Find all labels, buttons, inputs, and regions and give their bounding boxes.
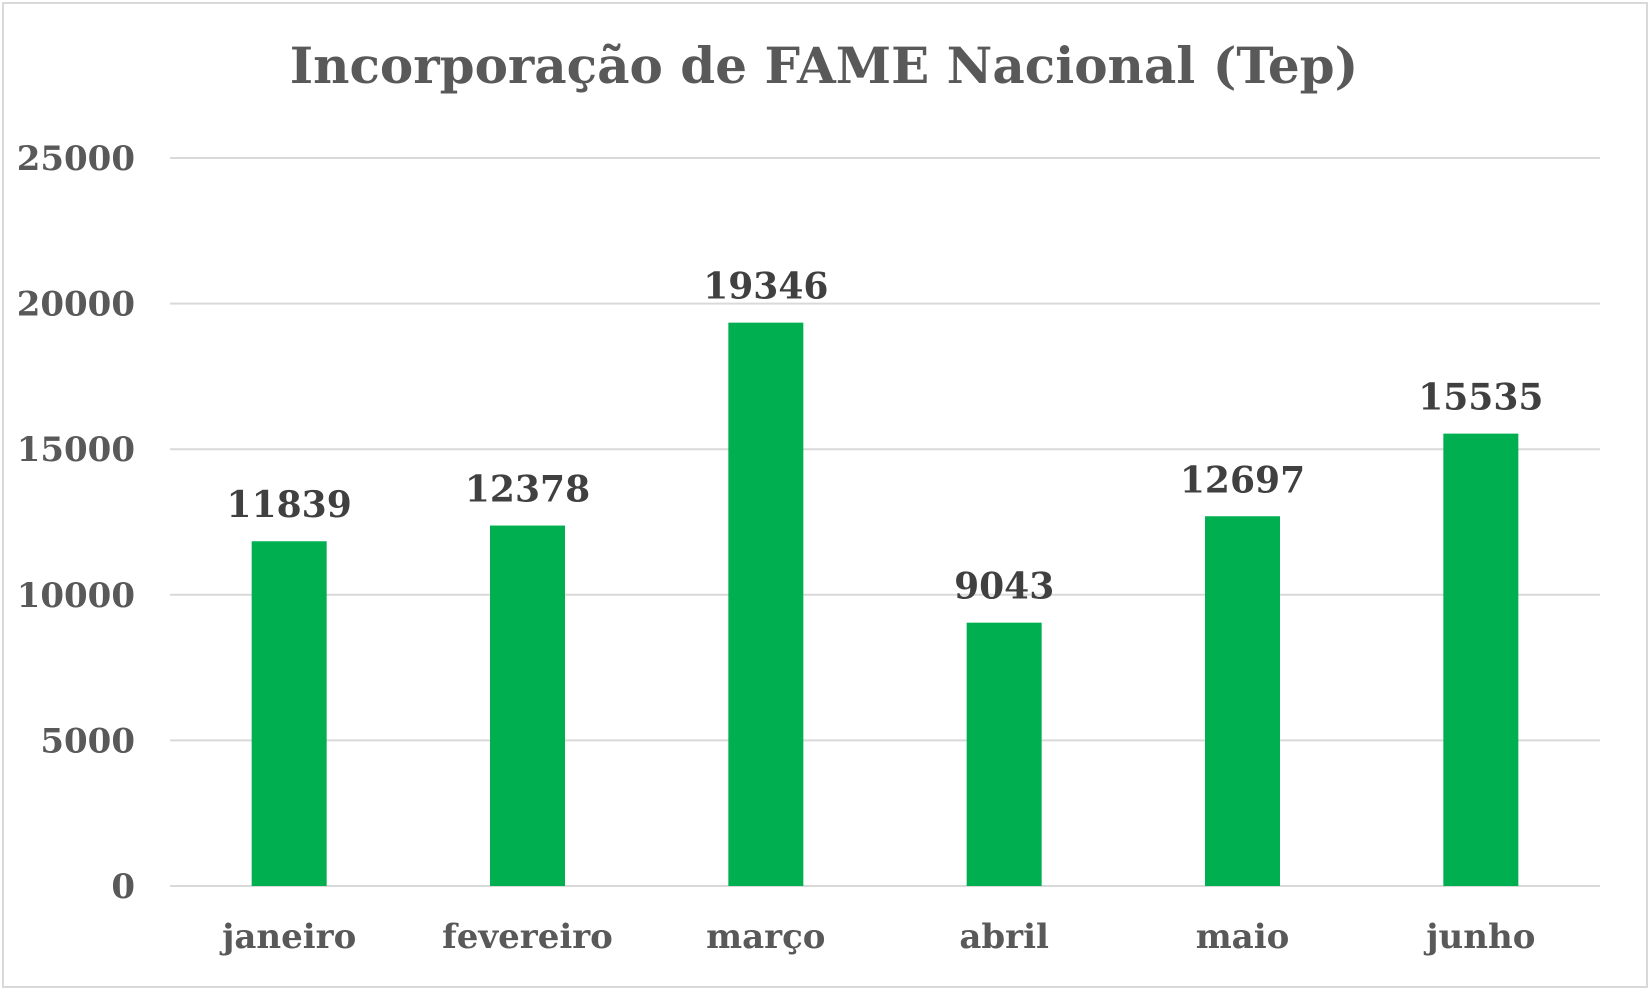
x-axis-ticks: janeiro fevereiro março abril maio junho [219, 917, 1535, 957]
bar-abril [966, 622, 1042, 886]
y-tick-label: 15000 [17, 430, 135, 470]
data-label-março: 19346 [703, 266, 828, 308]
data-label-janeiro: 11839 [227, 484, 352, 526]
gridlines [170, 157, 1600, 887]
data-label-fevereiro: 12378 [465, 469, 590, 511]
data-label-abril: 9043 [954, 566, 1054, 608]
bar-junho [1443, 433, 1519, 886]
x-tick-label: fevereiro [442, 917, 613, 957]
y-tick-label: 10000 [17, 576, 135, 616]
bar-fevereiro [490, 525, 565, 886]
bar-março [728, 322, 804, 886]
x-tick-label: abril [959, 917, 1049, 957]
x-tick-label: janeiro [219, 917, 356, 957]
x-tick-label: maio [1196, 917, 1290, 957]
y-tick-label: 20000 [17, 285, 135, 325]
data-label-maio: 12697 [1180, 459, 1305, 501]
bar-janeiro [251, 541, 327, 886]
y-tick-label: 5000 [40, 721, 135, 761]
bars [251, 322, 1519, 886]
chart-title: Incorporação de FAME Nacional (Tep) [289, 36, 1359, 95]
x-tick-label: junho [1423, 917, 1535, 957]
y-tick-label: 25000 [17, 139, 135, 179]
data-label-junho: 15535 [1418, 377, 1543, 419]
x-tick-label: março [706, 917, 825, 957]
y-tick-label: 0 [111, 867, 135, 907]
data-labels: 11839 12378 19346 9043 12697 15535 [227, 266, 1544, 608]
y-axis-ticks: 0 5000 10000 15000 20000 25000 [17, 139, 135, 907]
bar-maio [1205, 516, 1280, 886]
